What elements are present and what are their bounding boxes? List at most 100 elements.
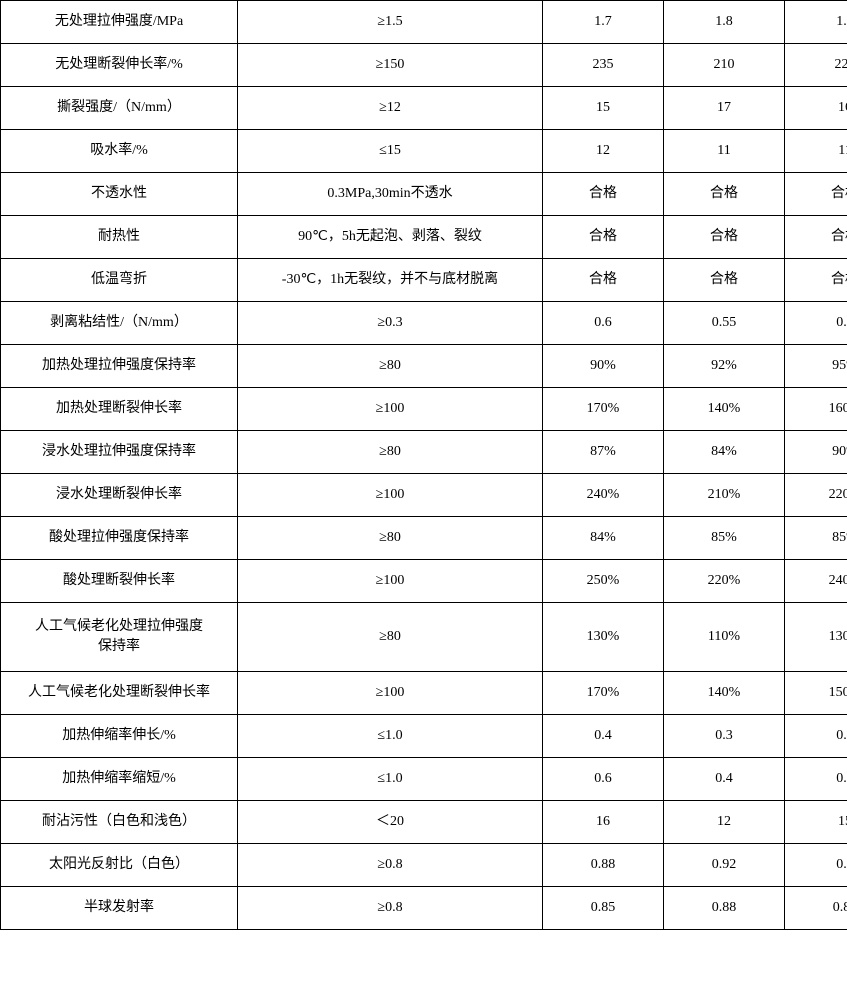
value-cell: 95% xyxy=(785,345,847,388)
value-cell: 170% xyxy=(543,388,664,431)
property-name-cell: 无处理拉伸强度/MPa xyxy=(1,1,238,44)
property-name-cell: 加热伸缩率缩短/% xyxy=(1,758,238,801)
property-name-cell: 无处理断裂伸长率/% xyxy=(1,44,238,87)
property-name-cell: 吸水率/% xyxy=(1,130,238,173)
table-row: 不透水性0.3MPa,30min不透水合格合格合格 xyxy=(1,173,847,216)
property-name-cell: 剥离粘结性/（N/mm） xyxy=(1,302,238,345)
spec-cell: ≤1.0 xyxy=(238,715,543,758)
value-cell: 16 xyxy=(543,801,664,844)
value-cell: 0.4 xyxy=(785,758,847,801)
value-cell: 合格 xyxy=(664,259,785,302)
property-name-cell: 不透水性 xyxy=(1,173,238,216)
value-cell: 0.88 xyxy=(664,887,785,930)
property-name-cell: 浸水处理断裂伸长率 xyxy=(1,474,238,517)
property-name-cell: 耐热性 xyxy=(1,216,238,259)
value-cell: 160% xyxy=(785,388,847,431)
value-cell: 0.4 xyxy=(664,758,785,801)
spec-cell: ≥150 xyxy=(238,44,543,87)
property-name-cell: 加热处理断裂伸长率 xyxy=(1,388,238,431)
property-name-cell: 酸处理拉伸强度保持率 xyxy=(1,517,238,560)
property-name-cell: 浸水处理拉伸强度保持率 xyxy=(1,431,238,474)
table-container: 无处理拉伸强度/MPa≥1.51.71.81.7无处理断裂伸长率/%≥15023… xyxy=(0,0,847,930)
value-cell: 11 xyxy=(785,130,847,173)
value-cell: 110% xyxy=(664,603,785,672)
value-cell: 1.7 xyxy=(543,1,664,44)
value-cell: 220% xyxy=(664,560,785,603)
table-row: 酸处理拉伸强度保持率≥8084%85%85% xyxy=(1,517,847,560)
spec-cell: ≥100 xyxy=(238,672,543,715)
value-cell: 85% xyxy=(664,517,785,560)
spec-cell: ≥80 xyxy=(238,345,543,388)
value-cell: 合格 xyxy=(785,259,847,302)
value-cell: 17 xyxy=(664,87,785,130)
table-row: 低温弯折-30℃，1h无裂纹，并不与底材脱离合格合格合格 xyxy=(1,259,847,302)
table-row: 耐热性90℃，5h无起泡、剥落、裂纹合格合格合格 xyxy=(1,216,847,259)
value-cell: 220 xyxy=(785,44,847,87)
value-cell: 84% xyxy=(664,431,785,474)
property-name-cell: 低温弯折 xyxy=(1,259,238,302)
value-cell: 130% xyxy=(543,603,664,672)
spec-cell: ≥100 xyxy=(238,388,543,431)
value-cell: 235 xyxy=(543,44,664,87)
spec-cell: 0.3MPa,30min不透水 xyxy=(238,173,543,216)
property-name-cell: 加热伸缩率伸长/% xyxy=(1,715,238,758)
table-row: 人工气候老化处理断裂伸长率≥100170%140%150% xyxy=(1,672,847,715)
value-cell: 0.6 xyxy=(543,758,664,801)
property-name-cell: 撕裂强度/（N/mm） xyxy=(1,87,238,130)
table-row: 加热伸缩率伸长/%≤1.00.40.30.4 xyxy=(1,715,847,758)
spec-cell: ≥0.3 xyxy=(238,302,543,345)
value-cell: 90% xyxy=(785,431,847,474)
table-body: 无处理拉伸强度/MPa≥1.51.71.81.7无处理断裂伸长率/%≥15023… xyxy=(1,1,847,930)
value-cell: 0.4 xyxy=(785,715,847,758)
spec-cell: ≥80 xyxy=(238,431,543,474)
spec-cell: ≥12 xyxy=(238,87,543,130)
value-cell: 12 xyxy=(543,130,664,173)
table-row: 加热伸缩率缩短/%≤1.00.60.40.4 xyxy=(1,758,847,801)
spec-cell: ≥0.8 xyxy=(238,844,543,887)
spec-cell: -30℃，1h无裂纹，并不与底材脱离 xyxy=(238,259,543,302)
spec-cell: ≥0.8 xyxy=(238,887,543,930)
value-cell: 84% xyxy=(543,517,664,560)
value-cell: 0.3 xyxy=(664,715,785,758)
value-cell: 90% xyxy=(543,345,664,388)
value-cell: 220% xyxy=(785,474,847,517)
value-cell: 0.88 xyxy=(543,844,664,887)
value-cell: 0.55 xyxy=(664,302,785,345)
table-row: 酸处理断裂伸长率≥100250%220%240% xyxy=(1,560,847,603)
value-cell: 250% xyxy=(543,560,664,603)
value-cell: 210 xyxy=(664,44,785,87)
table-row: 浸水处理断裂伸长率≥100240%210%220% xyxy=(1,474,847,517)
table-row: 浸水处理拉伸强度保持率≥8087%84%90% xyxy=(1,431,847,474)
property-name-cell: 酸处理断裂伸长率 xyxy=(1,560,238,603)
spec-cell: 90℃，5h无起泡、剥落、裂纹 xyxy=(238,216,543,259)
table-row: 加热处理断裂伸长率≥100170%140%160% xyxy=(1,388,847,431)
value-cell: 0.92 xyxy=(664,844,785,887)
value-cell: 15 xyxy=(543,87,664,130)
value-cell: 0.86 xyxy=(785,887,847,930)
property-name-cell: 耐沾污性（白色和浅色） xyxy=(1,801,238,844)
table-row: 太阳光反射比（白色）≥0.80.880.920.9 xyxy=(1,844,847,887)
value-cell: 140% xyxy=(664,672,785,715)
value-cell: 240% xyxy=(543,474,664,517)
table-row: 无处理断裂伸长率/%≥150235210220 xyxy=(1,44,847,87)
value-cell: 12 xyxy=(664,801,785,844)
spec-cell: ≤15 xyxy=(238,130,543,173)
value-cell: 170% xyxy=(543,672,664,715)
table-row: 吸水率/%≤15121111 xyxy=(1,130,847,173)
property-name-cell: 人工气候老化处理拉伸强度保持率 xyxy=(1,603,238,672)
value-cell: 85% xyxy=(785,517,847,560)
value-cell: 0.4 xyxy=(543,715,664,758)
spec-cell: ≥100 xyxy=(238,560,543,603)
value-cell: 87% xyxy=(543,431,664,474)
value-cell: 合格 xyxy=(664,216,785,259)
value-cell: 240% xyxy=(785,560,847,603)
value-cell: 合格 xyxy=(543,259,664,302)
spec-cell: ≥1.5 xyxy=(238,1,543,44)
table-row: 撕裂强度/（N/mm）≥12151716 xyxy=(1,87,847,130)
value-cell: 1.7 xyxy=(785,1,847,44)
value-cell: 合格 xyxy=(543,216,664,259)
spec-cell: ＜20 xyxy=(238,801,543,844)
value-cell: 130% xyxy=(785,603,847,672)
table-row: 无处理拉伸强度/MPa≥1.51.71.81.7 xyxy=(1,1,847,44)
spec-cell: ≥80 xyxy=(238,603,543,672)
